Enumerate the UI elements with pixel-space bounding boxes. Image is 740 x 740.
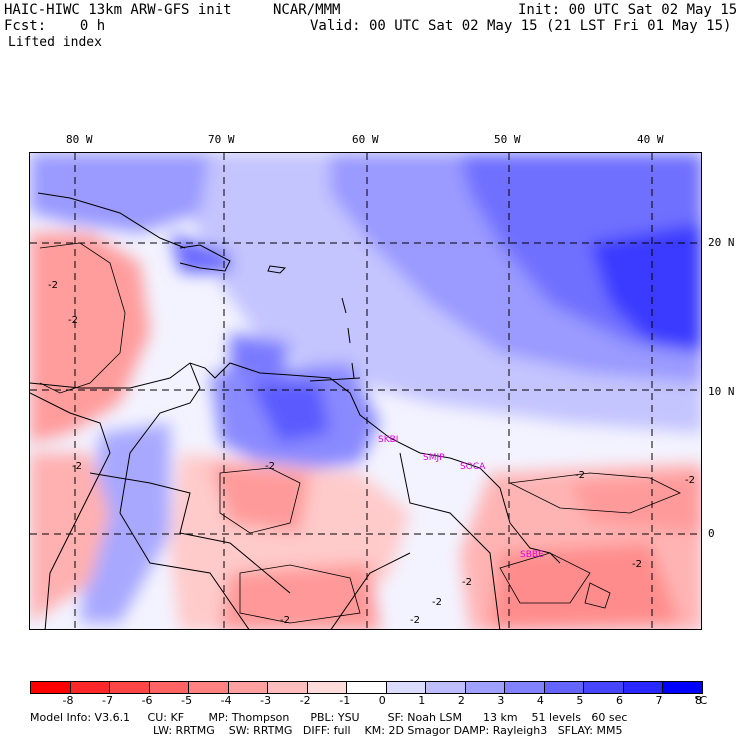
contour-label: -2	[685, 475, 695, 486]
station-labels: SKBI SMJP SOCA SBBE	[378, 435, 544, 560]
org-label: NCAR/MMM	[273, 2, 341, 18]
station-label: SKBI	[378, 435, 398, 445]
lon-label-80w: 80 W	[66, 133, 93, 146]
colorbar-swatch	[148, 681, 190, 694]
lat-label-0: 0	[708, 527, 715, 540]
colorbar-tick-label: -2	[299, 694, 311, 707]
colorbar-swatch	[504, 681, 545, 694]
contour-label-group: -2 -2 -2 -2 -2 -2 -2 -2 -2 -2 -2	[48, 280, 695, 626]
lat-label-10n: 10 N	[708, 385, 735, 398]
lon-label-40w: 40 W	[637, 133, 664, 146]
lon-label-60w: 60 W	[352, 133, 379, 146]
lon-label-70w: 70 W	[208, 133, 235, 146]
colorbar-swatch	[69, 681, 111, 694]
colorbar-tick-label: 0	[378, 694, 386, 707]
colorbar-tick-label: 1	[418, 694, 426, 707]
colorbar-swatch	[662, 681, 703, 694]
forecast-hour: Fcst: 0 h	[4, 18, 106, 34]
model-title: HAIC-HIWC 13km ARW-GFS init	[4, 2, 232, 18]
contour-label: -2	[280, 615, 290, 626]
contour-label: -2	[265, 461, 275, 472]
contour-label: -2	[462, 577, 472, 588]
colorbar-swatch	[188, 681, 229, 694]
lat-lon-grid	[30, 153, 701, 629]
colorbar-tick-label: 4	[536, 694, 544, 707]
colorbar-tick-label: 3	[497, 694, 505, 707]
footer-line-2: LW: RRTMG SW: RRTMG DIFF: full KM: 2D Sm…	[153, 724, 623, 737]
map-svg: -2 -2 -2 -2 -2 -2 -2 -2 -2 -2 -2 SKBI SM…	[30, 153, 701, 629]
colorbar-swatch	[425, 681, 466, 694]
colorbar-tick-label: -4	[220, 694, 232, 707]
colorbar-tick-label: -3	[260, 694, 272, 707]
colorbar-tick-label: -5	[181, 694, 193, 707]
colorbar-swatch	[30, 681, 71, 694]
colorbar-tick-label: 6	[615, 694, 623, 707]
init-time: Init: 00 UTC Sat 02 May 15	[518, 2, 738, 18]
field-shading	[30, 153, 701, 629]
colorbar-swatch	[543, 681, 585, 694]
colorbar-swatch	[583, 681, 624, 694]
colorbar-tick-label: 5	[576, 694, 584, 707]
colorbar-tick-label: 8	[695, 694, 702, 707]
contour-lines	[39, 242, 681, 624]
valid-time: Valid: 00 UTC Sat 02 May 15 (21 LST Fri …	[310, 18, 732, 34]
contour-label: -2	[48, 280, 58, 291]
colorbar-tick-label: -8	[62, 694, 74, 707]
colorbar-swatch	[227, 681, 269, 694]
colorbar-tick-label: -7	[102, 694, 114, 707]
station-label: SBBE	[520, 550, 544, 560]
colorbar-tick-label: 2	[457, 694, 465, 707]
colorbar-swatch	[109, 681, 150, 694]
footer-line-1: Model Info: V3.6.1 CU: KF MP: Thompson P…	[30, 711, 628, 724]
colorbar-tick-label: -6	[141, 694, 153, 707]
colorbar-swatch	[346, 681, 387, 694]
colorbar-swatch	[267, 681, 308, 694]
colorbar-swatch	[464, 681, 506, 694]
contour-label: -2	[632, 559, 642, 570]
colorbar-swatch	[306, 681, 348, 694]
lat-label-20n: 20 N	[708, 236, 735, 249]
lon-label-50w: 50 W	[494, 133, 521, 146]
colorbar-swatch	[385, 681, 427, 694]
colorbar-unit: °C	[694, 694, 708, 707]
contour-label: -2	[410, 615, 420, 626]
field-name: Lifted index	[8, 35, 102, 50]
station-label: SOCA	[460, 462, 486, 472]
station-label: SMJP	[423, 453, 445, 463]
colorbar-tick-label: -1	[339, 694, 351, 707]
lifted-index-map: -2 -2 -2 -2 -2 -2 -2 -2 -2 -2 -2 SKBI SM…	[29, 152, 702, 630]
contour-label: -2	[432, 597, 442, 608]
colorbar-tick-label: 7	[655, 694, 663, 707]
contour-label: -2	[68, 315, 78, 326]
contour-label: -2	[575, 470, 585, 481]
colorbar-swatch	[622, 681, 664, 694]
contour-label: -2	[72, 461, 82, 472]
coastlines	[30, 192, 561, 629]
